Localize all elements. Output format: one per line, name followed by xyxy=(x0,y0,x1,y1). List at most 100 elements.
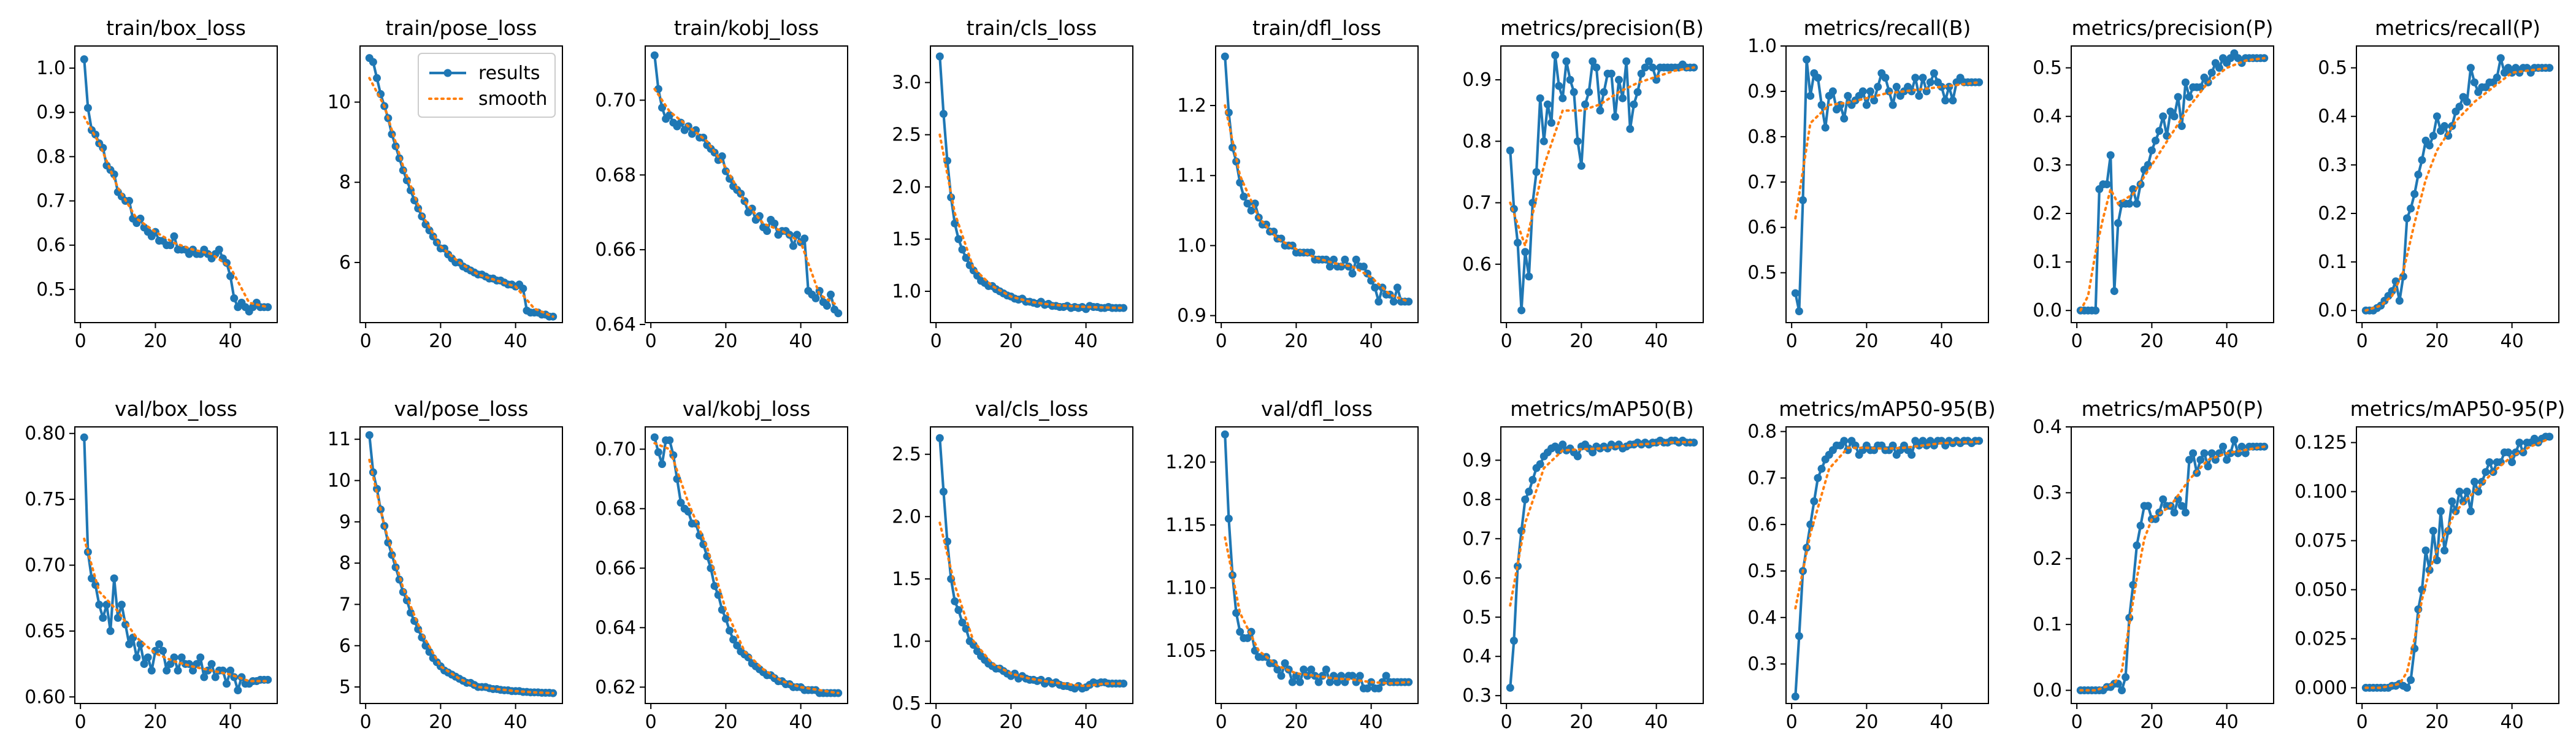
y-tick-label: 0.9 xyxy=(1177,305,1206,327)
x-tick-label: 20 xyxy=(1855,711,1878,733)
panel-title: metrics/precision(B) xyxy=(1500,16,1704,40)
y-tick-label: 6 xyxy=(339,635,351,657)
data-point xyxy=(95,600,104,609)
y-tick-label: 0.70 xyxy=(595,439,636,460)
data-point xyxy=(1858,87,1867,96)
y-tick-label: 0.025 xyxy=(2294,628,2347,650)
data-point xyxy=(1810,497,1819,505)
panel-title: val/box_loss xyxy=(115,397,237,421)
data-point xyxy=(2152,515,2160,523)
data-point xyxy=(407,608,415,617)
data-point xyxy=(1363,684,1371,692)
plot-frame xyxy=(2356,426,2559,704)
panel-title: metrics/precision(P) xyxy=(2071,16,2273,40)
panel-train-kobj-loss: train/kobj_loss 0 20 40 0.64 0.66 0.68 0.70 xyxy=(595,16,848,352)
series-smooth-line xyxy=(1794,440,1980,610)
data-point xyxy=(2496,54,2505,63)
data-point xyxy=(1799,196,1807,204)
data-point xyxy=(2211,456,2220,464)
panel-metrics-precision-b: metrics/precision(B) 0 20 40 0.6 0.7 0.8 0.9 xyxy=(1462,16,1704,352)
x-tick-label: 0 xyxy=(1786,331,1798,352)
x-tick-label: 40 xyxy=(1075,711,1098,733)
data-point xyxy=(1525,272,1533,281)
data-point xyxy=(1514,239,1522,247)
data-point xyxy=(962,624,970,633)
panel-title: metrics/recall(P) xyxy=(2375,16,2540,40)
data-point xyxy=(2159,112,2168,121)
x-tick-label: 40 xyxy=(1360,331,1383,352)
y-tick-label: 0.8 xyxy=(1462,131,1492,152)
data-point xyxy=(969,641,978,650)
data-point xyxy=(2170,508,2179,517)
data-point xyxy=(373,74,381,82)
data-point xyxy=(1941,96,1950,105)
data-point xyxy=(1224,515,1233,523)
data-point xyxy=(1814,74,1822,82)
data-point xyxy=(1325,263,1334,271)
y-tick-label: 0.66 xyxy=(595,239,636,261)
data-point xyxy=(125,640,134,648)
data-point xyxy=(729,635,738,644)
data-point xyxy=(714,591,723,599)
data-point xyxy=(1615,75,1623,84)
data-point xyxy=(1975,78,1984,86)
data-point xyxy=(1881,74,1890,82)
y-tick-label: 0.6 xyxy=(1462,567,1492,589)
y-tick-label: 0.80 xyxy=(25,423,66,445)
panel-val-kobj-loss: val/kobj_loss 0 20 40 0.62 0.64 0.66 0.68 0.70 xyxy=(595,397,848,733)
data-point xyxy=(2129,185,2137,193)
data-point xyxy=(2091,306,2100,315)
data-point xyxy=(1348,269,1357,278)
x-tick-label: 40 xyxy=(789,711,813,733)
data-point xyxy=(1341,255,1349,264)
data-point xyxy=(117,600,126,609)
data-point xyxy=(1915,91,1923,100)
data-point xyxy=(1581,100,1589,109)
data-point xyxy=(1273,665,1282,674)
data-point xyxy=(125,197,134,205)
data-point xyxy=(2440,546,2449,555)
data-point xyxy=(264,675,272,684)
data-point xyxy=(726,626,734,635)
series-smooth-line xyxy=(83,537,269,683)
data-point xyxy=(1626,125,1635,133)
x-tick-label: 0 xyxy=(75,711,86,733)
data-point xyxy=(935,434,944,442)
y-tick-label: 0.1 xyxy=(2318,251,2347,273)
x-tick-label: 0 xyxy=(645,711,657,733)
series-smooth-line xyxy=(1509,440,1695,607)
data-point xyxy=(2504,448,2512,457)
data-point xyxy=(1119,680,1128,688)
data-point xyxy=(1382,672,1390,680)
data-point xyxy=(2478,478,2486,486)
x-tick-label: 0 xyxy=(360,331,372,352)
data-point xyxy=(2189,449,2198,458)
data-point xyxy=(1840,437,1849,445)
panel-metrics-map50-95-b: metrics/mAP50-95(B) 0 20 40 0.3 0.4 0.5 0.6 0.7 0… xyxy=(1747,397,1995,733)
data-point xyxy=(1240,192,1248,201)
plot-frame xyxy=(359,426,563,704)
data-point xyxy=(83,104,92,112)
x-tick-label: 20 xyxy=(2425,711,2448,733)
series-smooth-line xyxy=(1224,104,1410,303)
y-tick-label: 0.75 xyxy=(25,489,66,510)
series-results-line xyxy=(1794,439,1979,697)
panel-metrics-recall-p: metrics/recall(P) 0 20 40 0.0 0.1 0.2 0.3 0.4 0.5 xyxy=(2318,16,2559,352)
data-point xyxy=(223,680,231,688)
data-point xyxy=(1589,448,1597,457)
x-tick-label: 20 xyxy=(1855,331,1878,352)
data-point xyxy=(1270,228,1278,236)
y-tick-label: 0.9 xyxy=(36,102,66,123)
data-point xyxy=(2407,204,2415,213)
data-point xyxy=(1232,608,1241,617)
plot-frame xyxy=(2071,426,2274,704)
data-point xyxy=(958,618,967,627)
data-point xyxy=(770,219,779,228)
data-point xyxy=(1862,101,1871,109)
x-tick-label: 0 xyxy=(2356,711,2368,733)
data-point xyxy=(1844,91,1852,100)
data-point xyxy=(1926,78,1934,86)
data-point xyxy=(1558,94,1567,102)
x-tick-label: 40 xyxy=(2501,331,2524,352)
data-point xyxy=(2196,83,2205,91)
